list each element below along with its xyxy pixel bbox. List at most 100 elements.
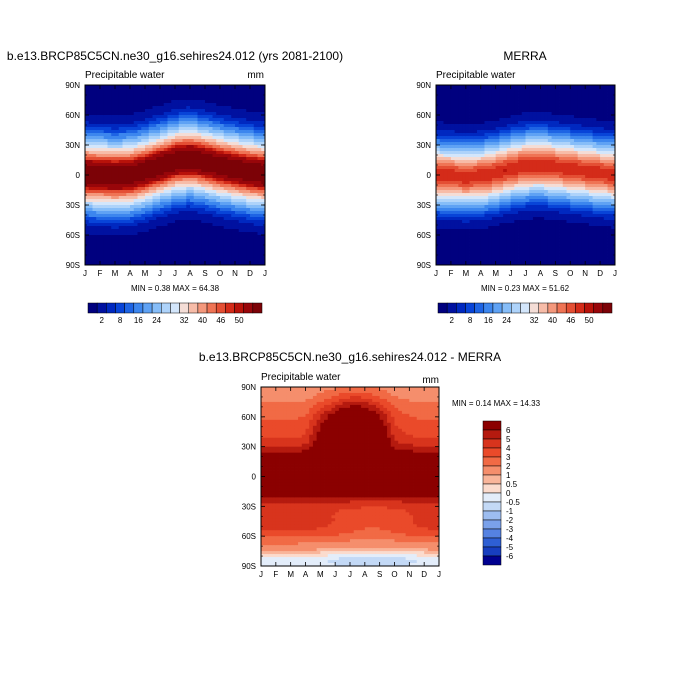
heatmap-cell bbox=[480, 163, 485, 167]
heatmap-cell bbox=[443, 172, 448, 176]
heatmap-cell bbox=[518, 241, 523, 245]
heatmap-cell bbox=[126, 91, 131, 95]
heatmap-cell bbox=[536, 160, 541, 164]
heatmap-cell bbox=[190, 106, 195, 110]
heatmap-cell bbox=[96, 244, 101, 248]
heatmap-cell bbox=[242, 181, 247, 185]
heatmap-cell bbox=[92, 244, 97, 248]
heatmap-cell bbox=[216, 118, 221, 122]
heatmap-cell bbox=[197, 91, 202, 95]
heatmap-cell bbox=[499, 106, 504, 110]
heatmap-cell bbox=[171, 130, 176, 134]
heatmap-cell bbox=[160, 232, 165, 236]
heatmap-cell bbox=[156, 139, 161, 143]
heatmap-cell bbox=[182, 121, 187, 125]
heatmap-cell bbox=[156, 235, 161, 239]
heatmap-cell bbox=[257, 193, 262, 197]
heatmap-cell bbox=[100, 238, 105, 242]
heatmap-cell bbox=[223, 88, 228, 92]
heatmap-cell bbox=[107, 133, 112, 137]
heatmap-cell bbox=[454, 214, 459, 218]
heatmap-cell bbox=[103, 262, 108, 266]
heatmap-cell bbox=[160, 88, 165, 92]
heatmap-cell bbox=[257, 256, 262, 260]
heatmap-cell bbox=[246, 166, 251, 170]
heatmap-cell bbox=[133, 178, 138, 182]
heatmap-cell bbox=[122, 130, 127, 134]
heatmap-cell bbox=[193, 205, 198, 209]
heatmap-cell bbox=[145, 121, 150, 125]
heatmap-cell bbox=[160, 127, 165, 131]
heatmap-cell bbox=[462, 223, 467, 227]
heatmap-cell bbox=[118, 118, 123, 122]
heatmap-cell bbox=[115, 232, 120, 236]
heatmap-cell bbox=[491, 109, 497, 113]
heatmap-cell bbox=[190, 91, 195, 95]
heatmap-cell bbox=[536, 97, 541, 101]
heatmap-cell bbox=[175, 199, 180, 203]
heatmap-cell bbox=[103, 100, 108, 104]
heatmap-cell bbox=[242, 127, 247, 131]
heatmap-cell bbox=[126, 214, 131, 218]
heatmap-cell bbox=[480, 157, 485, 161]
heatmap-cell bbox=[484, 109, 489, 113]
heatmap-cell bbox=[126, 88, 131, 92]
heatmap-cell bbox=[458, 163, 463, 167]
heatmap-cell bbox=[231, 163, 236, 167]
heatmap-cell bbox=[235, 253, 240, 257]
heatmap-cell bbox=[111, 100, 116, 104]
heatmap-cell bbox=[96, 208, 101, 212]
heatmap-cell bbox=[118, 199, 123, 203]
heatmap-cell bbox=[238, 259, 243, 263]
heatmap-cell bbox=[190, 163, 195, 167]
heatmap-cell bbox=[544, 232, 549, 236]
heatmap-cell bbox=[212, 127, 217, 131]
heatmap-cell bbox=[454, 97, 459, 101]
heatmap-cell bbox=[532, 256, 538, 260]
heatmap-cell bbox=[499, 229, 504, 233]
heatmap-cell bbox=[536, 256, 541, 260]
heatmap-cell bbox=[514, 256, 519, 260]
heatmap-cell bbox=[540, 130, 545, 134]
heatmap-cell bbox=[547, 130, 553, 134]
heatmap-cell bbox=[96, 193, 101, 197]
heatmap-cell bbox=[152, 94, 157, 98]
heatmap-cell bbox=[137, 118, 142, 122]
heatmap-cell bbox=[246, 247, 251, 251]
heatmap-cell bbox=[529, 154, 534, 158]
heatmap-cell bbox=[100, 127, 105, 131]
heatmap-cell bbox=[231, 253, 236, 257]
heatmap-cell bbox=[521, 190, 526, 194]
heatmap-cell bbox=[115, 130, 120, 134]
heatmap-cell bbox=[163, 172, 168, 176]
heatmap-cell bbox=[201, 193, 206, 197]
heatmap-cell bbox=[220, 247, 225, 251]
heatmap-cell bbox=[540, 232, 545, 236]
heatmap-cell bbox=[92, 112, 97, 116]
heatmap-cell bbox=[133, 94, 138, 98]
heatmap-cell bbox=[503, 127, 508, 131]
heatmap-cell bbox=[503, 175, 508, 179]
heatmap-cell bbox=[182, 172, 187, 176]
heatmap-cell bbox=[197, 262, 202, 266]
heatmap-cell bbox=[480, 247, 485, 251]
heatmap-cell bbox=[499, 247, 504, 251]
heatmap-cell bbox=[107, 91, 112, 95]
heatmap-cell bbox=[118, 238, 123, 242]
heatmap-cell bbox=[167, 226, 172, 230]
heatmap-cell bbox=[551, 226, 556, 230]
heatmap-cell bbox=[540, 202, 545, 206]
heatmap-cell bbox=[447, 175, 452, 179]
heatmap-cell bbox=[178, 172, 183, 176]
heatmap-cell bbox=[163, 127, 168, 131]
heatmap-cell bbox=[503, 130, 508, 134]
heatmap-cell bbox=[220, 115, 225, 119]
heatmap-cell bbox=[529, 253, 534, 257]
heatmap-cell bbox=[130, 181, 135, 185]
heatmap-cell bbox=[175, 223, 180, 227]
heatmap-cell bbox=[223, 250, 228, 254]
heatmap-cell bbox=[193, 190, 198, 194]
heatmap-cell bbox=[506, 91, 511, 95]
heatmap-cell bbox=[480, 241, 485, 245]
heatmap-cell bbox=[246, 262, 251, 266]
